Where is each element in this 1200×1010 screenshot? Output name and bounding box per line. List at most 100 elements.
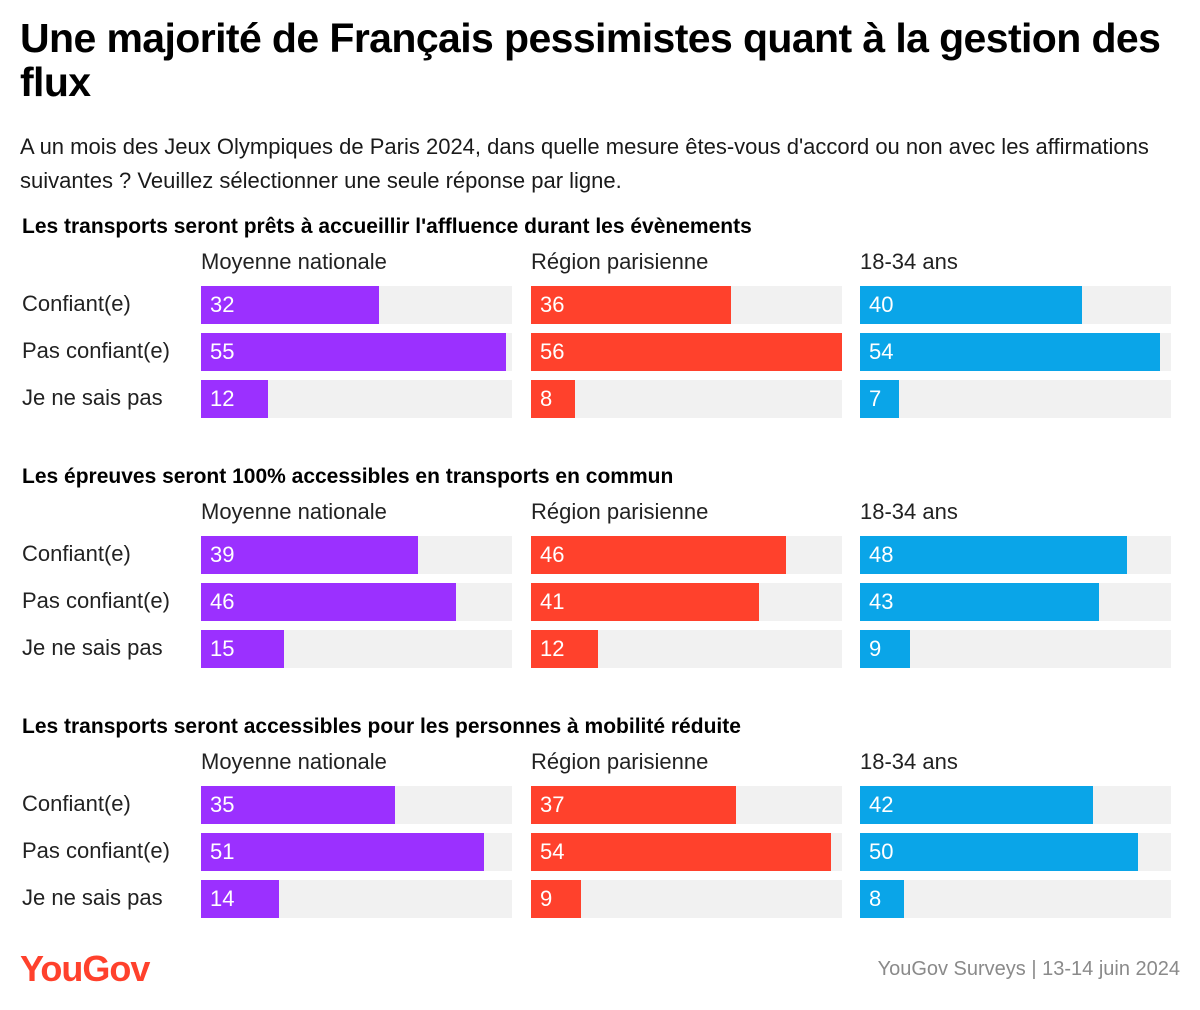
- bar-track: 32: [201, 286, 512, 324]
- bar-track: 55: [201, 333, 512, 371]
- bar-value-label: 42: [869, 792, 894, 817]
- bar-value-label: 37: [540, 792, 565, 817]
- bar-track: 48: [860, 536, 1171, 574]
- bar-18-34-ans-je-ne-sais-pas: 8: [860, 880, 904, 918]
- bar-region-parisienne-je-ne-sais-pas: 12: [531, 630, 598, 668]
- chart-panel-2: Les épreuves seront 100% accessibles en …: [0, 465, 1200, 695]
- row-label-pas-confiant-e: Pas confiant(e): [22, 588, 170, 613]
- bar-moyenne-nationale-pas-confiant-e: 55: [201, 333, 506, 371]
- bar-track: 46: [531, 536, 842, 574]
- source-note: YouGov Surveys | 13-14 juin 2024: [877, 958, 1180, 980]
- row-label-je-ne-sais-pas: Je ne sais pas: [22, 885, 163, 910]
- bar-18-34-ans-confiant-e: 48: [860, 536, 1127, 574]
- bar-moyenne-nationale-pas-confiant-e: 46: [201, 583, 456, 621]
- bar-track: 56: [531, 333, 842, 371]
- bar-track: 54: [860, 333, 1171, 371]
- bar-value-label: 35: [210, 792, 235, 817]
- bar-value-label: 48: [869, 542, 894, 567]
- bar-track: 54: [531, 833, 842, 871]
- bar-value-label: 50: [869, 839, 894, 864]
- bar-18-34-ans-pas-confiant-e: 43: [860, 583, 1099, 621]
- bar-value-label: 54: [540, 839, 565, 864]
- bar-region-parisienne-pas-confiant-e: 41: [531, 583, 759, 621]
- bar-region-parisienne-je-ne-sais-pas: 9: [531, 880, 581, 918]
- bar-track: 50: [860, 833, 1171, 871]
- bar-value-label: 41: [540, 589, 565, 614]
- chart-panel-3: Les transports seront accessibles pour l…: [0, 715, 1200, 945]
- panel-title: Les épreuves seront 100% accessibles en …: [22, 465, 674, 488]
- bar-18-34-ans-confiant-e: 40: [860, 286, 1082, 324]
- bar-region-parisienne-confiant-e: 37: [531, 786, 736, 824]
- bar-value-label: 40: [869, 292, 894, 317]
- bar-track: 51: [201, 833, 512, 871]
- bar-value-label: 12: [540, 636, 565, 661]
- bar-track: 15: [201, 630, 512, 668]
- bar-track: 40: [860, 286, 1171, 324]
- panel-title: Les transports seront accessibles pour l…: [22, 715, 741, 738]
- bar-track: 39: [201, 536, 512, 574]
- row-label-je-ne-sais-pas: Je ne sais pas: [22, 385, 163, 410]
- chart-subtitle: A un mois des Jeux Olympiques de Paris 2…: [20, 134, 1149, 193]
- bar-track: 14: [201, 880, 512, 918]
- bar-region-parisienne-confiant-e: 36: [531, 286, 731, 324]
- bar-track: 43: [860, 583, 1171, 621]
- bar-moyenne-nationale-confiant-e: 32: [201, 286, 379, 324]
- bar-18-34-ans-confiant-e: 42: [860, 786, 1093, 824]
- bar-track: 41: [531, 583, 842, 621]
- column-header-region-parisienne: Région parisienne: [531, 749, 709, 774]
- bar-value-label: 39: [210, 542, 235, 567]
- row-label-pas-confiant-e: Pas confiant(e): [22, 838, 170, 863]
- bar-track: 7: [860, 380, 1171, 418]
- bar-region-parisienne-pas-confiant-e: 56: [531, 333, 842, 371]
- bar-moyenne-nationale-je-ne-sais-pas: 14: [201, 880, 279, 918]
- bar-track: 12: [531, 630, 842, 668]
- bar-value-label: 55: [210, 339, 235, 364]
- column-header-18-34-ans: 18-34 ans: [860, 749, 958, 774]
- bar-18-34-ans-pas-confiant-e: 54: [860, 333, 1160, 371]
- row-label-confiant-e: Confiant(e): [22, 541, 131, 566]
- bar-track: 9: [531, 880, 842, 918]
- yougov-logo: YouGov: [20, 948, 150, 989]
- column-header-moyenne-nationale: Moyenne nationale: [201, 749, 387, 774]
- row-label-confiant-e: Confiant(e): [22, 791, 131, 816]
- bar-value-label: 7: [869, 386, 882, 411]
- row-label-pas-confiant-e: Pas confiant(e): [22, 338, 170, 363]
- bar-18-34-ans-je-ne-sais-pas: 7: [860, 380, 899, 418]
- bar-moyenne-nationale-pas-confiant-e: 51: [201, 833, 484, 871]
- column-header-moyenne-nationale: Moyenne nationale: [201, 249, 387, 274]
- bar-region-parisienne-pas-confiant-e: 54: [531, 833, 831, 871]
- bar-track: 8: [531, 380, 842, 418]
- bar-track: 37: [531, 786, 842, 824]
- bar-track: 8: [860, 880, 1171, 918]
- bar-track: 9: [860, 630, 1171, 668]
- bar-moyenne-nationale-confiant-e: 39: [201, 536, 418, 574]
- bar-track: 12: [201, 380, 512, 418]
- panel-title: Les transports seront prêts à accueillir…: [22, 215, 752, 238]
- bar-moyenne-nationale-je-ne-sais-pas: 15: [201, 630, 284, 668]
- bar-value-label: 54: [869, 339, 894, 364]
- bar-moyenne-nationale-confiant-e: 35: [201, 786, 395, 824]
- bar-value-label: 46: [210, 589, 235, 614]
- bar-region-parisienne-je-ne-sais-pas: 8: [531, 380, 575, 418]
- bar-value-label: 8: [540, 386, 553, 411]
- column-header-18-34-ans: 18-34 ans: [860, 249, 958, 274]
- bar-18-34-ans-pas-confiant-e: 50: [860, 833, 1138, 871]
- bar-value-label: 9: [540, 886, 553, 911]
- row-label-je-ne-sais-pas: Je ne sais pas: [22, 635, 163, 660]
- bar-value-label: 14: [210, 886, 235, 911]
- bar-moyenne-nationale-je-ne-sais-pas: 12: [201, 380, 268, 418]
- bar-track: 46: [201, 583, 512, 621]
- column-header-18-34-ans: 18-34 ans: [860, 499, 958, 524]
- column-header-region-parisienne: Région parisienne: [531, 499, 709, 524]
- chart-title: Une majorité de Français pessimistes qua…: [20, 15, 1161, 105]
- bar-value-label: 51: [210, 839, 235, 864]
- bar-region-parisienne-confiant-e: 46: [531, 536, 786, 574]
- bar-value-label: 43: [869, 589, 894, 614]
- row-label-confiant-e: Confiant(e): [22, 291, 131, 316]
- bar-track: 42: [860, 786, 1171, 824]
- column-header-region-parisienne: Région parisienne: [531, 249, 709, 274]
- bar-18-34-ans-je-ne-sais-pas: 9: [860, 630, 910, 668]
- bar-value-label: 36: [540, 292, 565, 317]
- bar-track: 36: [531, 286, 842, 324]
- bar-value-label: 12: [210, 386, 235, 411]
